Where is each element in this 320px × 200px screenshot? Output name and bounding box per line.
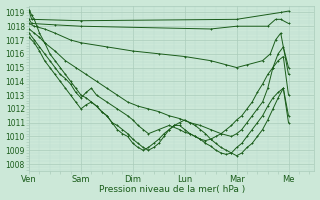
X-axis label: Pression niveau de la mer( hPa ): Pression niveau de la mer( hPa ) xyxy=(99,185,245,194)
